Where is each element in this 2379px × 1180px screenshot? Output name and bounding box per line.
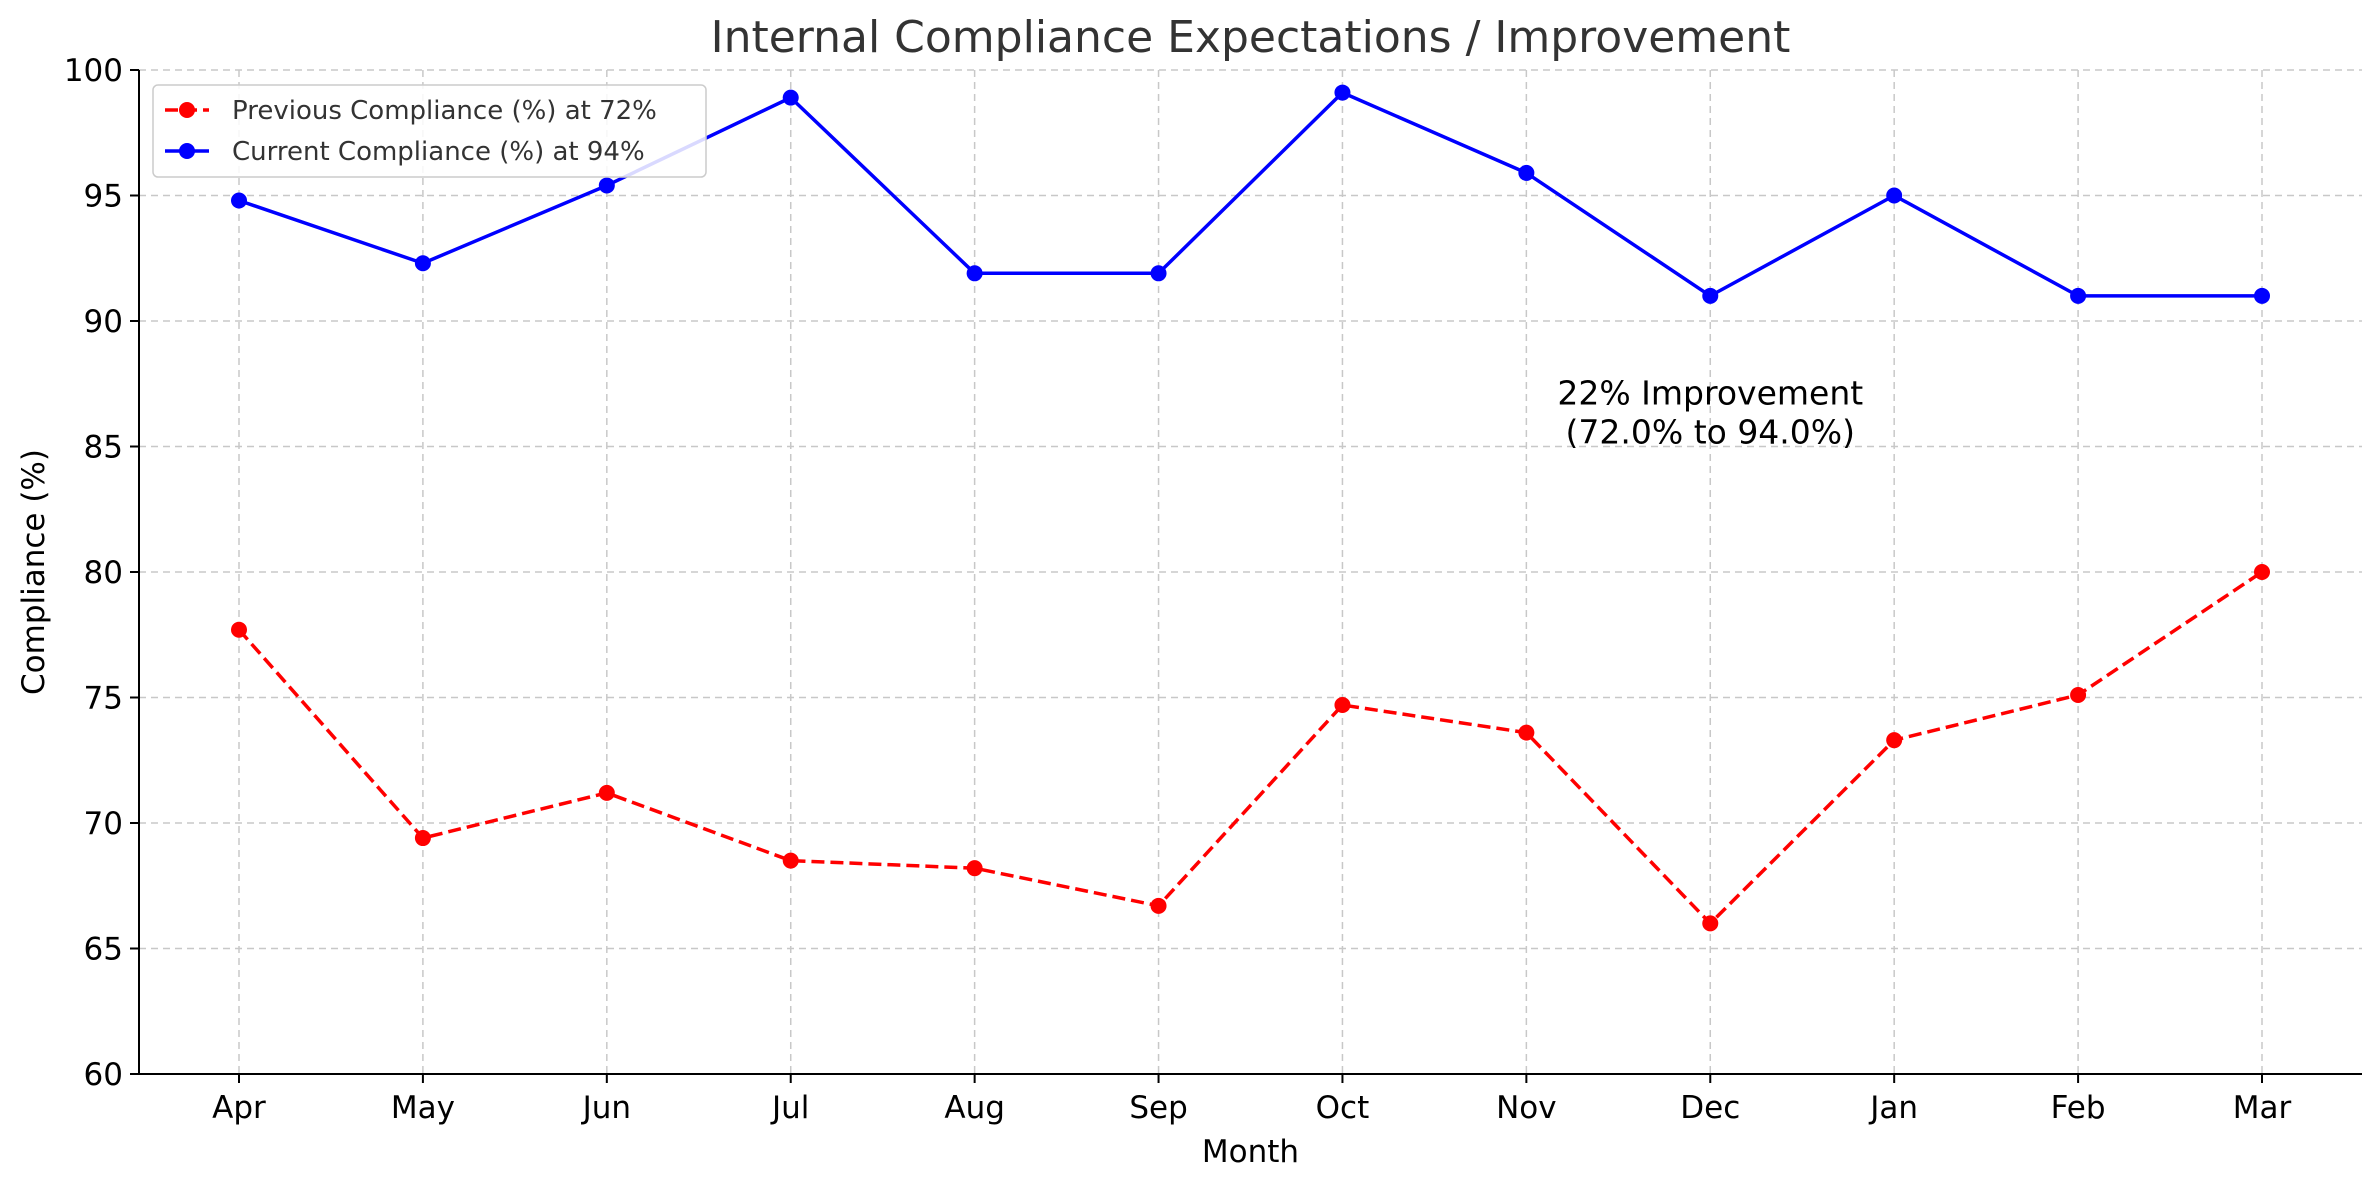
series-0-point-sep: [1150, 897, 1167, 914]
x-tick-label-oct: Oct: [1316, 1090, 1370, 1126]
series-0-point-mar: [2254, 564, 2270, 580]
annotation-line-2: (72.0% to 94.0%): [1566, 412, 1856, 451]
legend-swatch-marker-0: [179, 102, 195, 118]
y-tick-label-60: 60: [84, 1057, 123, 1093]
x-ticks: Apr May Jun Jul Aug Sep Oct Nov Dec Jan Feb Mar: [212, 1074, 2291, 1126]
legend-item-1: Current Compliance (%) at 94%: [165, 137, 645, 167]
x-tick-label-aug: Aug: [944, 1090, 1005, 1126]
series-0-point-dec: [1702, 915, 1719, 932]
x-tick-label-jan: Jan: [1868, 1090, 1918, 1126]
legend-item-0: Previous Compliance (%) at 72%: [165, 96, 657, 126]
series-line-1: [238, 90, 2262, 298]
series-1-point-oct: [1334, 84, 1351, 101]
series-0-point-feb: [2070, 686, 2087, 703]
x-tick-label-nov: Nov: [1496, 1090, 1557, 1126]
y-tick-label-100: 100: [64, 53, 123, 89]
y-tick-label-65: 65: [84, 932, 123, 968]
legend-label-1: Current Compliance (%) at 94%: [232, 137, 645, 167]
series-line-0: [237, 570, 2263, 926]
series-1-point-feb: [2070, 287, 2087, 304]
y-tick-label-90: 90: [84, 304, 123, 340]
y-tick-label-80: 80: [84, 555, 123, 591]
chart-title: Internal Compliance Expectations / Impro…: [711, 12, 1791, 63]
series: [231, 84, 2270, 932]
series-1-point-nov: [1518, 164, 1535, 181]
x-tick-label-mar: Mar: [2233, 1090, 2292, 1126]
x-tick-label-feb: Feb: [2051, 1090, 2106, 1126]
x-tick-label-jun: Jun: [581, 1090, 631, 1126]
x-axis-title: Month: [1202, 1134, 1299, 1170]
series-1-point-jun: [598, 177, 615, 194]
y-tick-label-75: 75: [84, 681, 123, 717]
y-tick-label-85: 85: [84, 430, 123, 466]
series-1-point-aug: [966, 265, 983, 282]
series-1-point-may: [414, 255, 431, 272]
series-0-point-jun: [598, 784, 615, 801]
grid: [139, 69, 2362, 1075]
series-0-point-aug: [966, 860, 983, 877]
legend: Previous Compliance (%) at 72% Current Co…: [152, 84, 707, 178]
x-tick-label-dec: Dec: [1680, 1090, 1740, 1126]
series-1-point-jan: [1886, 187, 1903, 204]
series-1: [231, 84, 2270, 304]
series-0-point-may: [414, 830, 431, 847]
series-1-point-jul: [782, 89, 799, 106]
series-1-point-mar: [2254, 287, 2270, 304]
legend-swatch-marker-1: [179, 143, 195, 159]
series-0-point-nov: [1518, 724, 1535, 741]
y-ticks: 60 65 70 75 80 85 90 95 100: [64, 53, 139, 1093]
legend-box: [152, 84, 707, 178]
series-0-point-jan: [1886, 732, 1903, 749]
legend-label-0: Previous Compliance (%) at 72%: [232, 96, 657, 126]
annotation-line-1: 22% Improvement: [1557, 373, 1863, 412]
y-tick-label-70: 70: [84, 806, 123, 842]
series-0: [231, 564, 2270, 932]
series-1-point-sep: [1150, 265, 1167, 282]
x-tick-label-sep: Sep: [1129, 1090, 1187, 1126]
x-tick-label-jul: Jul: [770, 1090, 809, 1126]
y-axis-title: Compliance (%): [16, 449, 52, 695]
series-0-point-apr: [231, 621, 247, 638]
x-tick-label-may: May: [391, 1090, 455, 1126]
x-tick-label-apr: Apr: [212, 1090, 266, 1126]
legend-items: Previous Compliance (%) at 72% Current Co…: [165, 96, 657, 167]
y-tick-label-95: 95: [84, 179, 123, 215]
improvement-annotation: 22% Improvement (72.0% to 94.0%): [1557, 373, 1863, 451]
series-0-point-jul: [782, 852, 799, 869]
series-1-point-dec: [1702, 287, 1719, 304]
series-0-point-oct: [1334, 697, 1351, 714]
series-1-point-apr: [231, 192, 247, 209]
